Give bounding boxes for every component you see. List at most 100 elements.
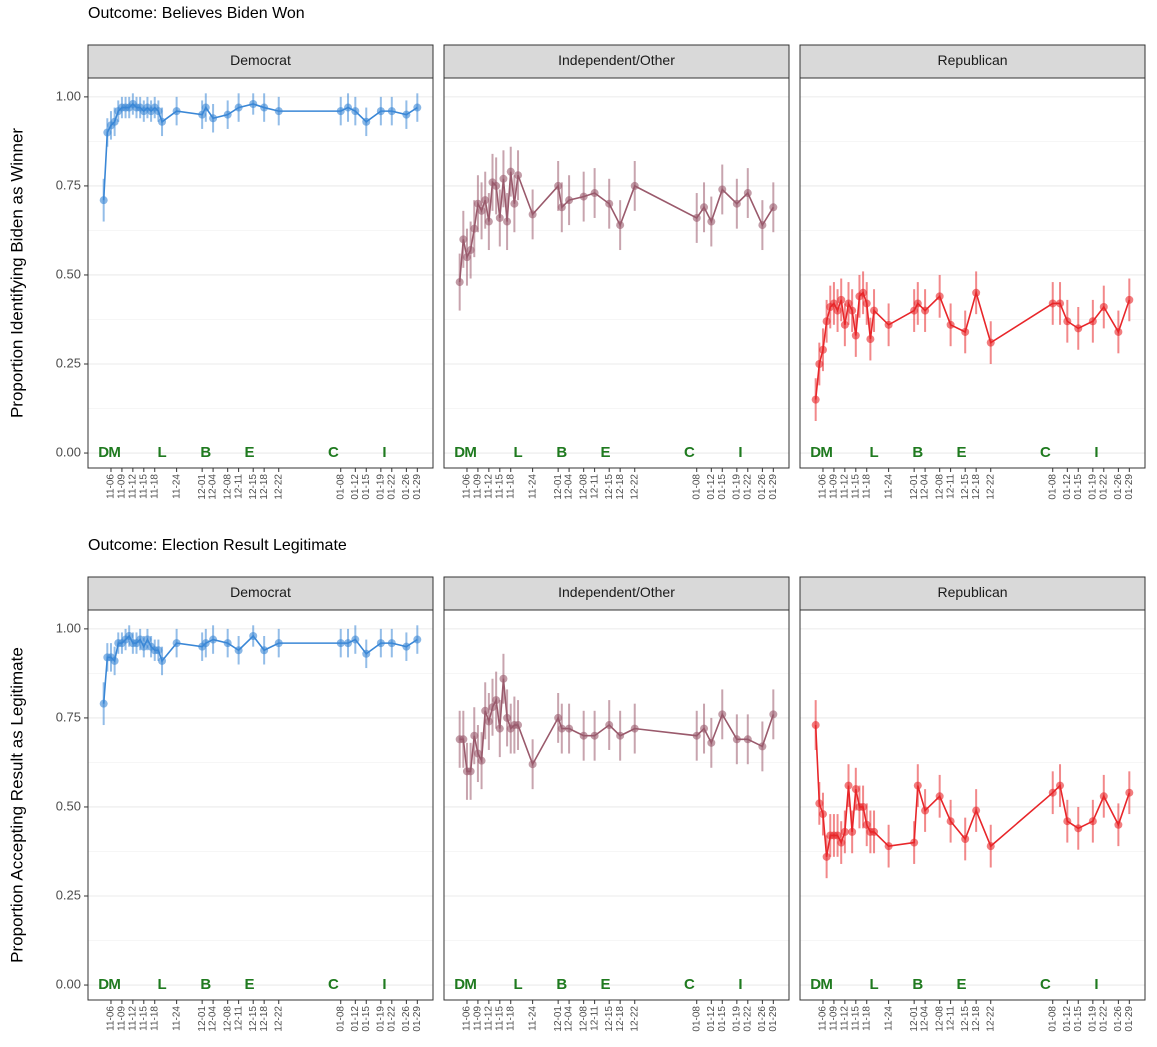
panel-background <box>444 610 789 1000</box>
data-point <box>986 338 995 347</box>
data-point <box>103 128 112 137</box>
data-point <box>499 174 508 183</box>
data-point <box>851 785 860 794</box>
strip-label: Republican <box>937 52 1007 68</box>
data-point <box>470 224 479 233</box>
x-tick-label: 11-09 <box>473 1006 484 1031</box>
panel-border <box>443 77 790 469</box>
data-point <box>1099 792 1108 801</box>
data-point <box>413 103 422 112</box>
strip-background <box>87 44 434 79</box>
x-tick-label: 01-19 <box>1087 1006 1098 1032</box>
data-point <box>362 117 371 126</box>
data-point <box>743 735 752 744</box>
data-point <box>198 110 207 119</box>
x-tick-label: 01-26 <box>1113 474 1124 500</box>
data-point <box>495 724 504 733</box>
data-point <box>833 306 842 315</box>
data-point <box>884 320 893 329</box>
data-point <box>822 317 831 326</box>
panel-background <box>88 78 433 468</box>
strip-label: Democrat <box>230 52 291 68</box>
data-point <box>961 327 970 336</box>
event-label: C <box>684 444 695 461</box>
facet-panel: Republican 11-06 11-09 11-12 11-15 11-18 11-24… <box>799 44 1146 500</box>
x-tick-label: 11-15 <box>850 1006 861 1031</box>
x-tick-label: 11-24 <box>171 1006 182 1031</box>
data-point <box>481 706 490 715</box>
y-tick-label: 0.25 <box>56 355 81 370</box>
data-point <box>234 103 243 112</box>
y-axis-label: Proportion Accepting Result as Legitimat… <box>7 647 26 963</box>
series-line <box>459 678 775 773</box>
data-point <box>344 103 353 112</box>
data-point <box>769 203 778 212</box>
x-tick-label: 11-12 <box>483 1006 494 1031</box>
event-label: I <box>1094 444 1098 461</box>
event-label: L <box>513 444 522 461</box>
x-tick-label: 01-12 <box>706 1006 717 1032</box>
x-tick-label: 12-04 <box>564 1006 575 1032</box>
data-point <box>260 103 269 112</box>
event-label: D <box>98 976 109 993</box>
data-point <box>125 632 134 640</box>
data-point <box>1125 295 1134 304</box>
event-label: L <box>513 976 522 993</box>
data-point <box>402 110 411 119</box>
x-tick-label: 11-18 <box>149 474 160 499</box>
data-point <box>815 360 824 368</box>
x-tick-label: 12-01 <box>553 474 564 500</box>
data-point <box>274 107 283 116</box>
data-point <box>972 806 981 815</box>
data-point <box>139 642 148 651</box>
x-tick-label: 01-15 <box>361 474 372 500</box>
data-point <box>565 196 574 205</box>
strip-background <box>799 576 1146 611</box>
x-tick-label: 01-12 <box>1062 1006 1073 1032</box>
data-point <box>172 107 181 116</box>
event-label: M <box>108 444 121 461</box>
data-point <box>110 117 119 126</box>
event-label: E <box>957 444 967 461</box>
y-tick-label: 0.50 <box>56 798 81 813</box>
data-point <box>811 395 820 404</box>
data-point <box>870 306 879 315</box>
panel-border <box>443 609 790 1001</box>
panel-background <box>444 78 789 468</box>
data-point <box>484 717 493 726</box>
x-tick-label: 01-12 <box>350 474 361 500</box>
y-tick-label: 0.00 <box>56 976 81 991</box>
x-tick-label: 11-12 <box>839 474 850 499</box>
data-point <box>455 278 464 287</box>
event-label: I <box>382 976 386 993</box>
data-point <box>1114 327 1123 336</box>
data-point <box>459 735 468 744</box>
data-point <box>848 827 857 836</box>
x-tick-label: 11-15 <box>494 1006 505 1031</box>
data-point <box>1063 817 1072 826</box>
data-point <box>859 288 868 297</box>
data-point <box>387 107 396 116</box>
x-tick-label: 12-04 <box>208 474 219 500</box>
x-tick-label: 12-01 <box>909 474 920 500</box>
data-point <box>260 646 269 655</box>
x-tick-label: 12-18 <box>971 474 982 500</box>
event-label: I <box>738 976 742 993</box>
x-tick-label: 01-19 <box>375 1006 386 1032</box>
x-tick-label: 11-24 <box>883 474 894 499</box>
data-point <box>605 721 614 730</box>
data-point <box>99 699 108 708</box>
x-tick-label: 11-09 <box>829 474 840 499</box>
data-point <box>99 196 108 205</box>
x-tick-label: 01-12 <box>350 1006 361 1032</box>
panel-border <box>87 609 434 1001</box>
data-point <box>554 713 563 722</box>
x-tick-label: 01-29 <box>768 1006 779 1032</box>
x-tick-label: 11-06 <box>106 474 117 499</box>
x-tick-label: 11-12 <box>483 474 494 499</box>
event-label: M <box>108 976 121 993</box>
data-point <box>844 299 853 308</box>
y-tick-label: 0.75 <box>56 709 81 724</box>
event-label: C <box>328 976 339 993</box>
